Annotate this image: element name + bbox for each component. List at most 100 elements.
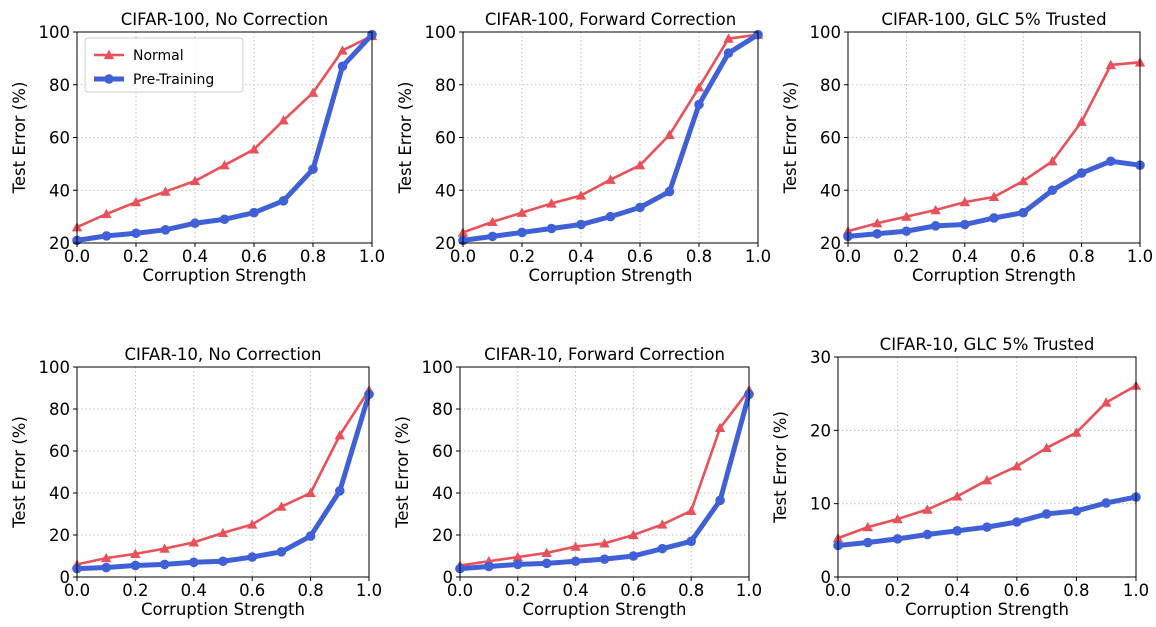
data-point — [664, 129, 675, 140]
chart-title: CIFAR-100, No Correction — [121, 10, 328, 29]
data-point — [575, 190, 587, 200]
data-point — [960, 219, 970, 230]
data-point — [1106, 156, 1116, 167]
y-tick-label: 100 — [425, 23, 457, 42]
data-point — [159, 559, 170, 570]
series-line — [76, 389, 371, 566]
y-tick-label: 10 — [810, 495, 831, 514]
y-tick-label: 100 — [39, 358, 71, 377]
data-point — [1012, 517, 1022, 527]
chart-panel-6: 0.0 0.2 0.4 0.6 0.8 1.0 0 10 20 30 CIFAR-10, GLC 5… — [771, 335, 1149, 619]
y-tick-label: 80 — [820, 76, 841, 95]
data-point — [599, 554, 610, 564]
data-point — [546, 223, 557, 234]
data-point — [922, 504, 933, 514]
data-point — [512, 551, 523, 562]
x-tick-label: 0.2 — [505, 581, 531, 600]
y-tick-label: 40 — [820, 181, 841, 200]
data-point — [930, 204, 941, 215]
data-point — [516, 207, 528, 217]
data-point — [1101, 397, 1112, 407]
x-axis-label: Corruption Strength — [522, 600, 686, 619]
series-line — [76, 393, 372, 572]
data-point — [872, 228, 882, 239]
y-tick-label: 60 — [49, 442, 70, 461]
y-tick-label: 40 — [49, 484, 70, 503]
data-point — [337, 61, 348, 72]
x-tick-label: 0.6 — [1010, 247, 1036, 266]
data-point — [101, 562, 111, 573]
chart-title: CIFAR-100, GLC 5% Trusted — [881, 10, 1106, 29]
x-tick-label: 0.6 — [627, 247, 653, 266]
data-point — [635, 202, 645, 213]
y-tick-label: 0 — [443, 568, 454, 587]
y-tick-label: 60 — [49, 129, 70, 148]
data-point — [101, 208, 112, 219]
data-point — [276, 547, 287, 557]
y-tick-label: 20 — [49, 526, 70, 545]
legend-label: Normal — [133, 48, 184, 64]
data-point — [487, 216, 498, 227]
chart-title: CIFAR-10, Forward Correction — [484, 345, 725, 364]
data-point — [188, 537, 199, 547]
x-tick-label: 0.0 — [835, 247, 861, 266]
y-axis-label: Test Error (%) — [771, 411, 790, 524]
legend-item: Pre-Training — [94, 72, 214, 88]
data-point — [1011, 461, 1022, 471]
data-point — [605, 174, 616, 184]
series-pre-training — [72, 389, 374, 574]
axes-frame — [76, 366, 370, 578]
x-tick-label: 1.0 — [745, 247, 771, 266]
legend-box — [84, 37, 244, 93]
data-point — [484, 561, 494, 572]
data-point — [513, 559, 523, 570]
data-point — [130, 196, 142, 207]
data-point — [605, 211, 616, 222]
data-point — [570, 541, 581, 551]
x-tick-label: 0.0 — [825, 581, 851, 600]
x-tick-label: 0.4 — [952, 247, 978, 266]
data-point — [694, 99, 704, 110]
data-point — [901, 211, 912, 221]
data-point — [307, 87, 319, 97]
y-tick-label: 100 — [39, 23, 71, 42]
data-point — [862, 521, 873, 532]
x-tick-label: 1.0 — [736, 581, 762, 600]
data-point — [334, 430, 345, 440]
y-tick-label: 60 — [820, 129, 841, 148]
data-point — [723, 48, 734, 58]
x-tick-label: 0.4 — [181, 581, 207, 600]
y-tick-label: 20 — [820, 234, 841, 253]
x-tick-label: 0.4 — [562, 581, 588, 600]
x-tick-label: 1.0 — [1123, 581, 1149, 600]
data-point — [952, 491, 963, 501]
series-normal — [457, 29, 764, 237]
chart-panel-4: 0.0 0.2 0.4 0.6 0.8 1.0 0 20 40 60 80 100 CIFAR-10, … — [10, 345, 382, 619]
x-tick-label: 0.0 — [64, 581, 90, 600]
x-tick-label: 0.2 — [122, 581, 148, 600]
data-point — [308, 164, 318, 174]
data-point — [1018, 207, 1028, 218]
data-point — [1041, 442, 1052, 453]
data-point — [517, 227, 527, 238]
data-point — [247, 519, 258, 529]
chart-panel-1: 0.0 0.2 0.4 0.6 0.8 1.0 20 40 60 80 100 CIFAR-100, … — [10, 10, 385, 285]
data-point — [1101, 498, 1111, 508]
x-tick-label: 0.8 — [1063, 581, 1089, 600]
data-point — [570, 556, 581, 567]
series-pre-training — [833, 492, 1141, 551]
y-tick-label: 20 — [49, 234, 70, 253]
data-point — [546, 198, 557, 208]
x-tick-label: 0.2 — [509, 247, 535, 266]
data-point — [278, 115, 289, 125]
data-point — [1047, 156, 1058, 166]
data-point — [693, 82, 705, 92]
data-point — [131, 228, 141, 239]
x-tick-label: 0.2 — [884, 581, 910, 600]
y-axis-label: Test Error (%) — [10, 416, 29, 529]
data-point — [247, 552, 257, 562]
series-line — [462, 33, 759, 234]
data-point — [982, 522, 992, 532]
legend-marker — [103, 49, 115, 60]
